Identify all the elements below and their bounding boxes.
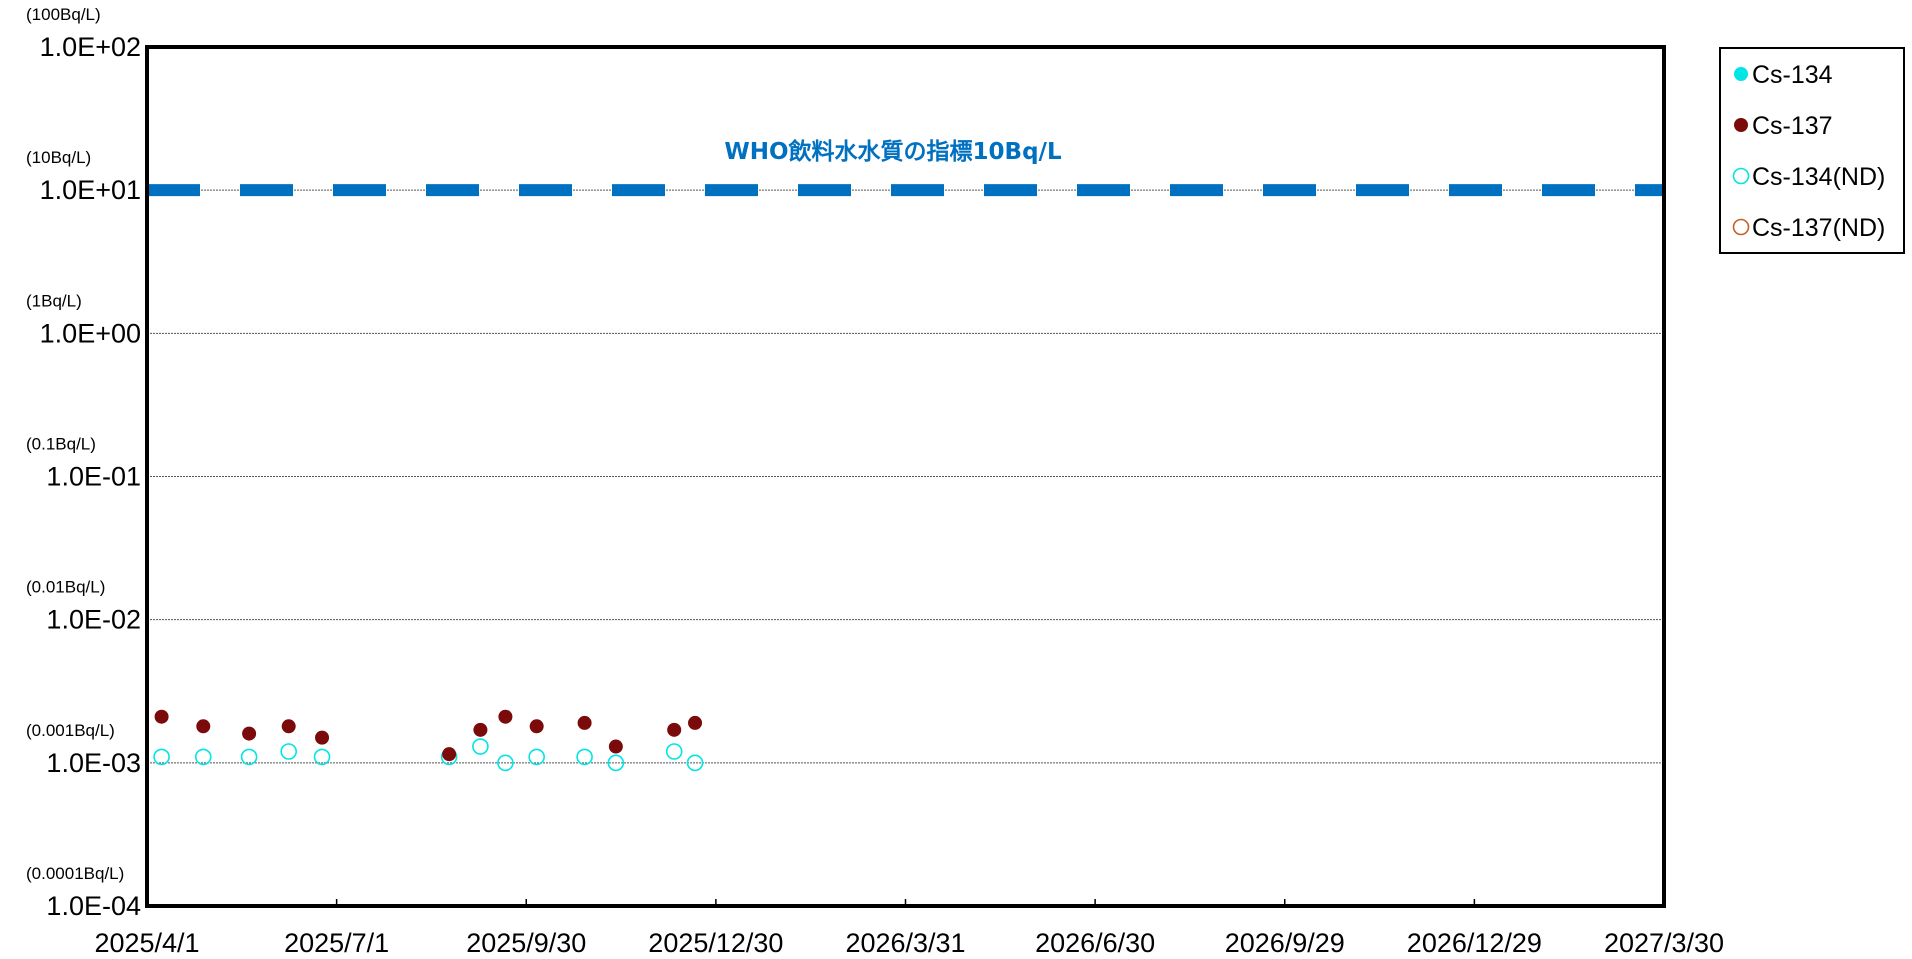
legend-marker	[1732, 167, 1750, 185]
data-point	[194, 748, 212, 766]
data-point	[442, 747, 457, 762]
legend-box	[1719, 47, 1905, 254]
data-point	[240, 748, 258, 766]
legend-label: Cs-134(ND)	[1752, 163, 1885, 191]
x-tick-label: 2025/12/30	[648, 928, 783, 958]
legend-marker	[1732, 218, 1750, 236]
data-point	[497, 754, 514, 772]
data-point	[313, 748, 331, 766]
y-tick-label: 1.0E+02	[40, 32, 141, 62]
data-point	[686, 754, 704, 772]
reference-line-label: WHO飲料水水質の指標10Bq/L	[724, 138, 1062, 165]
legend: Cs-134 Cs-137 Cs-134(ND) Cs-137(ND)	[1719, 47, 1905, 254]
data-point	[577, 715, 592, 730]
y-tick-label: 1.0E-02	[46, 605, 141, 635]
y-tick-unit-label: (100Bq/L)	[26, 5, 101, 24]
plot-frame	[145, 45, 1666, 908]
y-tick-label: 1.0E-01	[46, 462, 141, 492]
data-point	[315, 730, 330, 745]
y-tick-label: 1.0E+00	[40, 318, 141, 348]
data-point	[473, 722, 488, 737]
data-point	[607, 754, 625, 772]
data-point	[472, 738, 489, 755]
y-tick-unit-label: (0.0001Bq/L)	[26, 864, 124, 883]
y-tick-unit-label: (10Bq/L)	[26, 148, 91, 167]
y-tick-unit-label: (0.01Bq/L)	[26, 578, 105, 597]
y-axis: 1.0E-04 (0.0001Bq/L) 1.0E-03 (0.001Bq/L) 1.0…	[26, 5, 141, 921]
y-tick-unit-label: (1Bq/L)	[26, 291, 82, 310]
x-tick-label: 2026/3/31	[845, 928, 965, 958]
x-tick-label: 2025/9/30	[466, 928, 586, 958]
legend-label: Cs-134	[1752, 61, 1833, 89]
legend-marker	[1734, 67, 1748, 81]
legend-label: Cs-137	[1752, 112, 1833, 140]
x-tick-label: 2026/12/29	[1407, 928, 1542, 958]
reference-line-group: WHO飲料水水質の指標10Bq/L	[147, 138, 1664, 197]
x-tick-label: 2026/9/29	[1225, 928, 1345, 958]
data-point	[688, 715, 703, 730]
data-point	[281, 719, 296, 734]
x-tick-label: 2026/6/30	[1035, 928, 1155, 958]
data-point	[196, 719, 211, 734]
y-tick-label: 1.0E-04	[46, 891, 141, 921]
data-point	[498, 709, 513, 724]
data-point	[665, 743, 683, 760]
data-points	[153, 709, 704, 772]
grid-lines	[147, 189, 1664, 764]
y-tick-label: 1.0E+01	[40, 175, 141, 205]
y-tick-label: 1.0E-03	[46, 748, 141, 778]
x-tick-label: 2025/4/1	[94, 928, 199, 958]
y-tick-unit-label: (0.001Bq/L)	[26, 721, 115, 740]
data-point	[154, 709, 169, 724]
data-point	[280, 743, 297, 760]
legend-label: Cs-137(ND)	[1752, 214, 1885, 242]
y-tick-unit-label: (0.1Bq/L)	[26, 435, 96, 454]
data-point	[529, 719, 544, 734]
x-axis: 2025/4/1 2025/7/1 2025/9/30 2025/12/30 2026/…	[94, 899, 1724, 958]
data-point	[528, 748, 545, 766]
x-tick-label: 2025/7/1	[284, 928, 389, 958]
plot-border	[145, 45, 1666, 908]
data-point	[242, 726, 257, 741]
data-point	[608, 739, 623, 754]
x-tick-label: 2027/3/30	[1604, 928, 1724, 958]
data-point	[153, 748, 170, 766]
data-point	[667, 722, 682, 737]
data-point	[576, 748, 593, 766]
legend-marker	[1734, 118, 1748, 132]
